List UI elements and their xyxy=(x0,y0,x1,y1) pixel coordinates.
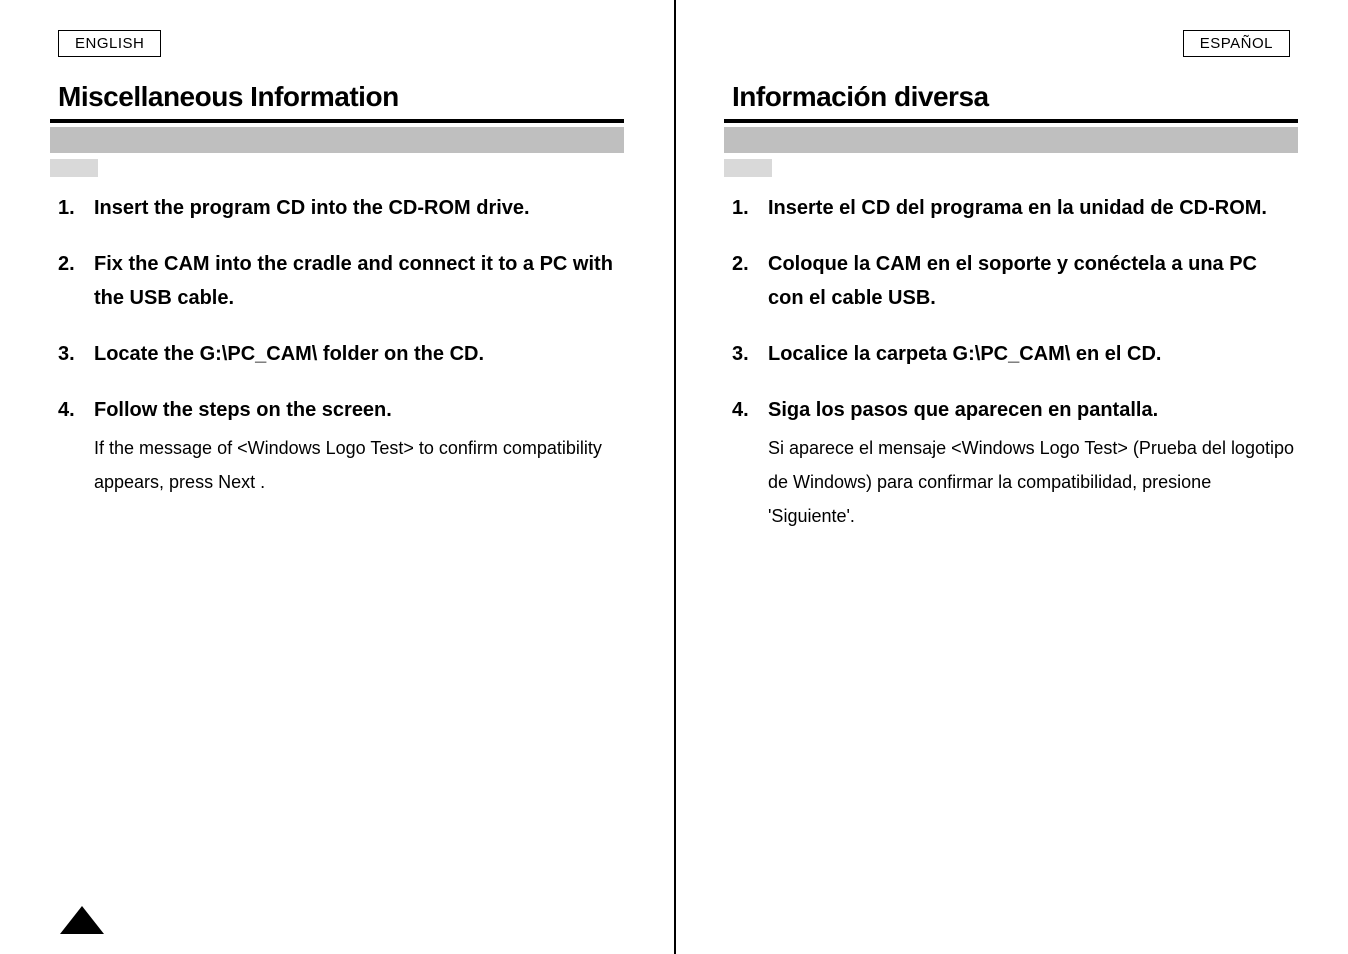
step-main-text: Siga los pasos que aparecen en pantalla. xyxy=(768,393,1298,427)
step-main-text: Fix the CAM into the cradle and connect … xyxy=(94,247,624,315)
step-item: 2. Fix the CAM into the cradle and conne… xyxy=(58,247,624,315)
sub-grey-box-right xyxy=(724,159,772,177)
step-main-text: Inserte el CD del programa en la unidad … xyxy=(768,191,1298,225)
step-desc-text: Si aparece el mensaje <Windows Logo Test… xyxy=(768,431,1298,534)
grey-bar-right xyxy=(724,127,1298,153)
step-item: 1. Inserte el CD del programa en la unid… xyxy=(732,191,1298,225)
lang-tag-english: ENGLISH xyxy=(58,30,161,57)
step-body: Coloque la CAM en el soporte y conéctela… xyxy=(768,247,1298,315)
lang-tag-spanish: ESPAÑOL xyxy=(1183,30,1290,57)
right-column: ESPAÑOL Información diversa 1. Inserte e… xyxy=(674,0,1348,954)
thick-rule-left xyxy=(50,119,624,123)
step-number: 3. xyxy=(58,337,94,371)
step-body: Follow the steps on the screen. If the m… xyxy=(94,393,624,499)
step-main-text: Insert the program CD into the CD-ROM dr… xyxy=(94,191,624,225)
step-body: Inserte el CD del programa en la unidad … xyxy=(768,191,1298,225)
step-main-text: Coloque la CAM en el soporte y conéctela… xyxy=(768,247,1298,315)
step-body: Localice la carpeta G:\PC_CAM\ en el CD. xyxy=(768,337,1298,371)
step-number: 2. xyxy=(58,247,94,315)
step-body: Siga los pasos que aparecen en pantalla.… xyxy=(768,393,1298,534)
step-item: 2. Coloque la CAM en el soporte y conéct… xyxy=(732,247,1298,315)
thick-rule-right xyxy=(724,119,1298,123)
step-main-text: Localice la carpeta G:\PC_CAM\ en el CD. xyxy=(768,337,1298,371)
step-item: 4. Follow the steps on the screen. If th… xyxy=(58,393,624,499)
sub-line-right xyxy=(724,159,1298,177)
steps-list-right: 1. Inserte el CD del programa en la unid… xyxy=(724,191,1298,534)
step-desc-text: If the message of <Windows Logo Test> to… xyxy=(94,431,624,499)
step-item: 3. Localice la carpeta G:\PC_CAM\ en el … xyxy=(732,337,1298,371)
page-marker xyxy=(60,906,104,934)
step-body: Locate the G:\PC_CAM\ folder on the CD. xyxy=(94,337,624,371)
sub-line-left xyxy=(50,159,624,177)
triangle-up-icon xyxy=(60,906,104,934)
left-column: ENGLISH Miscellaneous Information 1. Ins… xyxy=(0,0,674,954)
step-item: 3. Locate the G:\PC_CAM\ folder on the C… xyxy=(58,337,624,371)
step-body: Fix the CAM into the cradle and connect … xyxy=(94,247,624,315)
step-item: 4. Siga los pasos que aparecen en pantal… xyxy=(732,393,1298,534)
page-container: ENGLISH Miscellaneous Information 1. Ins… xyxy=(0,0,1348,954)
section-title-left: Miscellaneous Information xyxy=(50,77,624,117)
step-number: 1. xyxy=(732,191,768,225)
step-main-text: Locate the G:\PC_CAM\ folder on the CD. xyxy=(94,337,624,371)
step-number: 4. xyxy=(58,393,94,499)
section-title-right: Información diversa xyxy=(724,77,1298,117)
step-body: Insert the program CD into the CD-ROM dr… xyxy=(94,191,624,225)
step-item: 1. Insert the program CD into the CD-ROM… xyxy=(58,191,624,225)
step-number: 4. xyxy=(732,393,768,534)
step-main-text: Follow the steps on the screen. xyxy=(94,393,624,427)
step-number: 1. xyxy=(58,191,94,225)
grey-bar-left xyxy=(50,127,624,153)
step-number: 2. xyxy=(732,247,768,315)
step-number: 3. xyxy=(732,337,768,371)
sub-grey-box-left xyxy=(50,159,98,177)
steps-list-left: 1. Insert the program CD into the CD-ROM… xyxy=(50,191,624,499)
